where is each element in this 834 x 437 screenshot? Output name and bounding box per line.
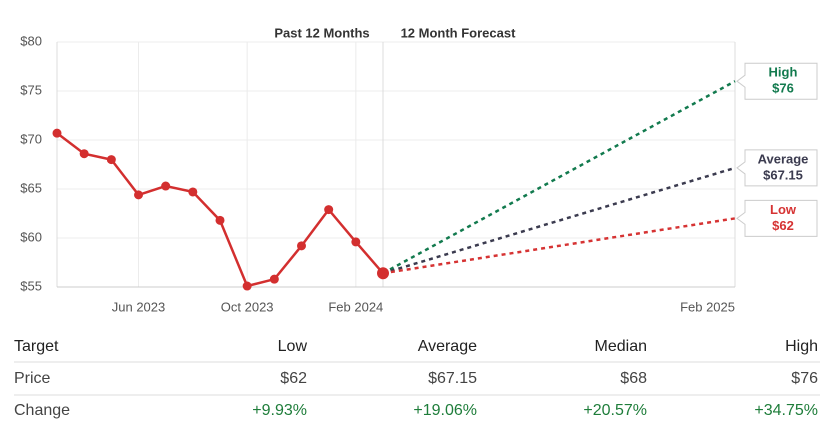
- y-tick-label: $60: [20, 229, 42, 244]
- price-point: [351, 237, 361, 247]
- forecast-name: Average: [758, 151, 809, 166]
- price-point: [242, 281, 252, 291]
- table-cell: $68: [620, 370, 647, 387]
- forecast-line: [382, 80, 736, 275]
- forecast-value: $67.15: [763, 167, 803, 182]
- price-point: [134, 190, 143, 200]
- price-point: [297, 241, 306, 251]
- table-cell: $67.15: [428, 370, 477, 387]
- table-header: High: [785, 338, 818, 355]
- forecast-line: [382, 166, 736, 275]
- y-tick-label: $70: [20, 131, 42, 146]
- price-point: [188, 187, 198, 197]
- table-header: Median: [595, 338, 647, 355]
- table-cell: $76: [791, 370, 818, 387]
- table-header: Target: [14, 338, 59, 355]
- panel-label: Past 12 Months: [274, 25, 369, 40]
- forecast-name: High: [769, 65, 798, 80]
- table-cell: Change: [14, 402, 70, 419]
- x-tick-label: Feb 2024: [328, 299, 383, 314]
- table-header: Average: [418, 338, 477, 355]
- forecast-label-box: [736, 199, 818, 237]
- price-point: [106, 155, 116, 165]
- price-point: [79, 149, 89, 159]
- x-tick-label: Oct 2023: [221, 299, 274, 314]
- target-table: Target Low Average Median High Price $62 $67.15…: [14, 338, 820, 419]
- table-cell: +19.06%: [413, 402, 477, 419]
- x-tick-label: Feb 2025: [680, 299, 735, 314]
- forecast-value: $62: [772, 218, 794, 233]
- forecast-name: Low: [770, 202, 797, 217]
- y-tick-label: $75: [20, 82, 42, 97]
- y-tick-label: $55: [20, 278, 42, 293]
- price-point: [324, 205, 334, 215]
- forecast-line: [382, 217, 736, 275]
- price-point: [52, 128, 62, 138]
- table-cell: +9.93%: [252, 402, 307, 419]
- price-point: [161, 181, 171, 191]
- y-tick-label: $80: [20, 33, 42, 48]
- x-tick-label: Jun 2023: [112, 299, 166, 314]
- table-cell: +20.57%: [583, 402, 647, 419]
- price-point: [269, 274, 279, 284]
- table-cell: $62: [280, 370, 307, 387]
- panel-label: 12 Month Forecast: [401, 25, 517, 40]
- table-cell: +34.75%: [754, 402, 818, 419]
- price-point: [377, 267, 389, 280]
- table-header: Low: [278, 338, 308, 355]
- price-point: [215, 215, 225, 225]
- forecast-label-box: [736, 149, 818, 187]
- forecast-value: $76: [772, 81, 794, 96]
- forecast-label-box: [736, 62, 818, 100]
- table-cell: Price: [14, 370, 51, 387]
- y-tick-label: $65: [20, 180, 42, 195]
- price-line: [56, 132, 384, 288]
